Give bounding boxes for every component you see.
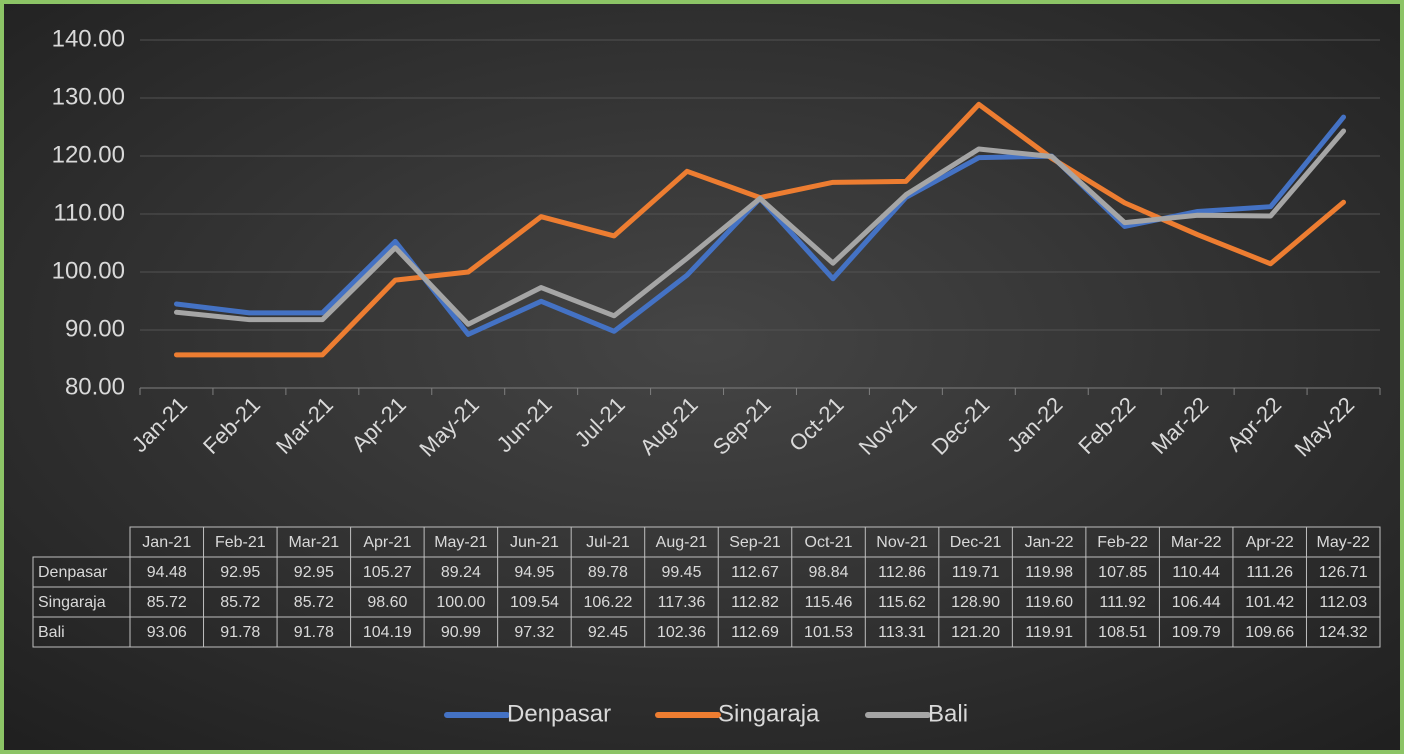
table-cell: 124.32 [1319,624,1368,641]
table-cell: 126.71 [1319,564,1368,581]
table-cell: 99.45 [661,564,701,581]
table-cell: 85.72 [220,594,260,611]
table-cell: 101.53 [804,624,853,641]
table-cell: 110.44 [1172,564,1220,581]
table-header: Aug-21 [656,534,708,551]
table-cell: 104.19 [363,624,412,641]
table-header: Mar-21 [288,534,339,551]
table-cell: 115.62 [878,594,926,611]
table-header: Nov-21 [876,534,928,551]
legend-label: Singaraja [718,700,820,727]
table-cell: 93.06 [147,624,187,641]
table-cell: 111.92 [1099,594,1146,611]
table-cell: 92.45 [588,624,628,641]
table-cell: 111.26 [1246,564,1293,581]
table-cell: 109.54 [510,594,559,611]
table-header: Jun-21 [510,534,559,551]
table-header: Oct-21 [805,534,853,551]
y-tick-label: 120.00 [52,141,125,168]
series-line [173,128,1347,327]
table-header: Apr-22 [1246,534,1294,551]
table-cell: 102.36 [657,624,706,641]
table-header: Feb-22 [1097,534,1148,551]
table-header: Feb-21 [215,534,266,551]
table-header: Jan-22 [1025,534,1074,551]
legend-label: Denpasar [507,700,611,727]
table-cell: 112.67 [731,564,779,581]
table-cell: 98.60 [367,594,407,611]
table-cell: 92.95 [294,564,334,581]
table-header: Mar-22 [1171,534,1222,551]
table-cell: 113.31 [878,624,926,641]
y-tick-label: 110.00 [53,199,125,226]
table-cell: 112.82 [731,594,779,611]
table-cell: 91.78 [294,624,334,641]
y-tick-label: 100.00 [52,257,125,284]
table-row-name: Bali [38,624,65,641]
table-cell: 101.42 [1245,594,1294,611]
table-cell: 85.72 [294,594,334,611]
table-header: May-22 [1317,534,1370,551]
table-cell: 107.85 [1098,564,1147,581]
table-header: Jan-21 [142,534,191,551]
table-cell: 89.78 [588,564,628,581]
table-cell: 91.78 [220,624,260,641]
table-cell: 108.51 [1098,624,1147,641]
y-tick-label: 130.00 [52,83,125,110]
table-row-name: Denpasar [38,564,108,581]
table-cell: 119.91 [1025,624,1073,641]
table-cell: 112.86 [878,564,926,581]
table-cell: 112.69 [731,624,779,641]
y-tick-label: 140.00 [52,25,125,52]
table-header: Sep-21 [729,534,781,551]
table-cell: 115.46 [805,594,853,611]
table-cell: 94.95 [514,564,554,581]
background [4,4,1400,750]
table-cell: 121.20 [951,624,1000,641]
table-cell: 105.27 [363,564,412,581]
table-cell: 128.90 [951,594,1000,611]
table-cell: 119.71 [952,564,1000,581]
table-cell: 109.66 [1245,624,1294,641]
table-cell: 119.98 [1025,564,1073,581]
table-cell: 97.32 [514,624,554,641]
table-cell: 90.99 [441,624,481,641]
table-cell: 106.22 [583,594,632,611]
table-cell: 89.24 [441,564,481,581]
table-header: May-21 [434,534,487,551]
table-cell: 106.44 [1172,594,1221,611]
table-header: Jul-21 [586,534,630,551]
table-cell: 92.95 [220,564,260,581]
y-tick-label: 80.00 [65,373,125,400]
table-header: Dec-21 [950,534,1002,551]
table-header: Apr-21 [363,534,411,551]
table-cell: 112.03 [1319,594,1367,611]
table-cell: 100.00 [436,594,485,611]
table-row-name: Singaraja [38,594,106,611]
table-cell: 117.36 [658,594,706,611]
table-cell: 98.84 [809,564,849,581]
table-cell: 94.48 [147,564,187,581]
table-cell: 85.72 [147,594,187,611]
y-tick-label: 90.00 [65,315,125,342]
table-cell: 109.79 [1172,624,1221,641]
table-cell: 119.60 [1025,594,1073,611]
legend-label: Bali [928,700,968,727]
